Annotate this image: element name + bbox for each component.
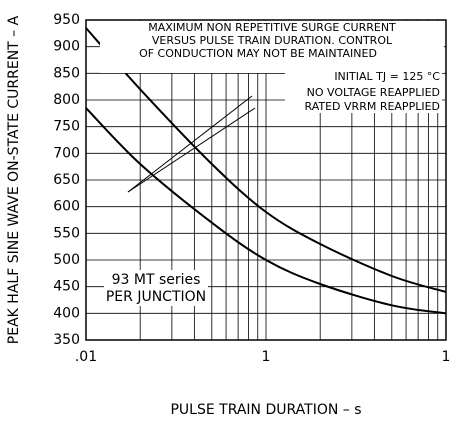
y-tick-label: 800: [53, 92, 80, 108]
y-tick-label: 650: [53, 172, 80, 188]
leader-line: [127, 107, 256, 193]
y-tick-label: 600: [53, 199, 80, 215]
y-tick-label: 500: [53, 252, 80, 268]
x-tick-label: 1: [442, 349, 451, 365]
annotation: MAXIMUM NON REPETITIVE SURGE CURRENT: [148, 21, 396, 34]
x-tick-label: 1: [262, 349, 271, 365]
y-tick-label: 550: [53, 225, 80, 241]
legend-label: NO VOLTAGE REAPPLIED: [307, 86, 440, 99]
annotation: 93 MT series: [112, 272, 201, 288]
annotation-box: [104, 270, 208, 306]
annotation: OF CONDUCTION MAY NOT BE MAINTAINED: [139, 47, 377, 60]
legend-label: RATED VRRM REAPPLIED: [305, 100, 440, 113]
y-tick-label: 400: [53, 305, 80, 321]
annotation-box: [100, 21, 444, 73]
y-tick-label: 850: [53, 65, 80, 81]
curve: [85, 27, 447, 293]
annotation: VERSUS PULSE TRAIN DURATION. CONTROL: [152, 34, 393, 47]
annotation: INITIAL TJ = 125 °C: [334, 70, 440, 83]
curve: [85, 107, 447, 315]
y-tick-label: 350: [53, 332, 80, 348]
y-tick-label: 950: [53, 12, 80, 28]
y-tick-label: 900: [53, 39, 80, 55]
x-axis-label: PULSE TRAIN DURATION – s: [170, 402, 361, 418]
x-tick-label: .01: [75, 349, 97, 365]
y-axis-label: PEAK HALF SINE WAVE ON-STATE CURRENT – A: [6, 15, 22, 344]
annotation: PER JUNCTION: [106, 289, 206, 305]
y-tick-label: 450: [53, 279, 80, 295]
y-tick-label: 700: [53, 145, 80, 161]
leader-line: [127, 95, 253, 193]
plot-frame: [85, 19, 447, 341]
y-tick-label: 750: [53, 119, 80, 135]
annotation-box: [285, 69, 442, 113]
